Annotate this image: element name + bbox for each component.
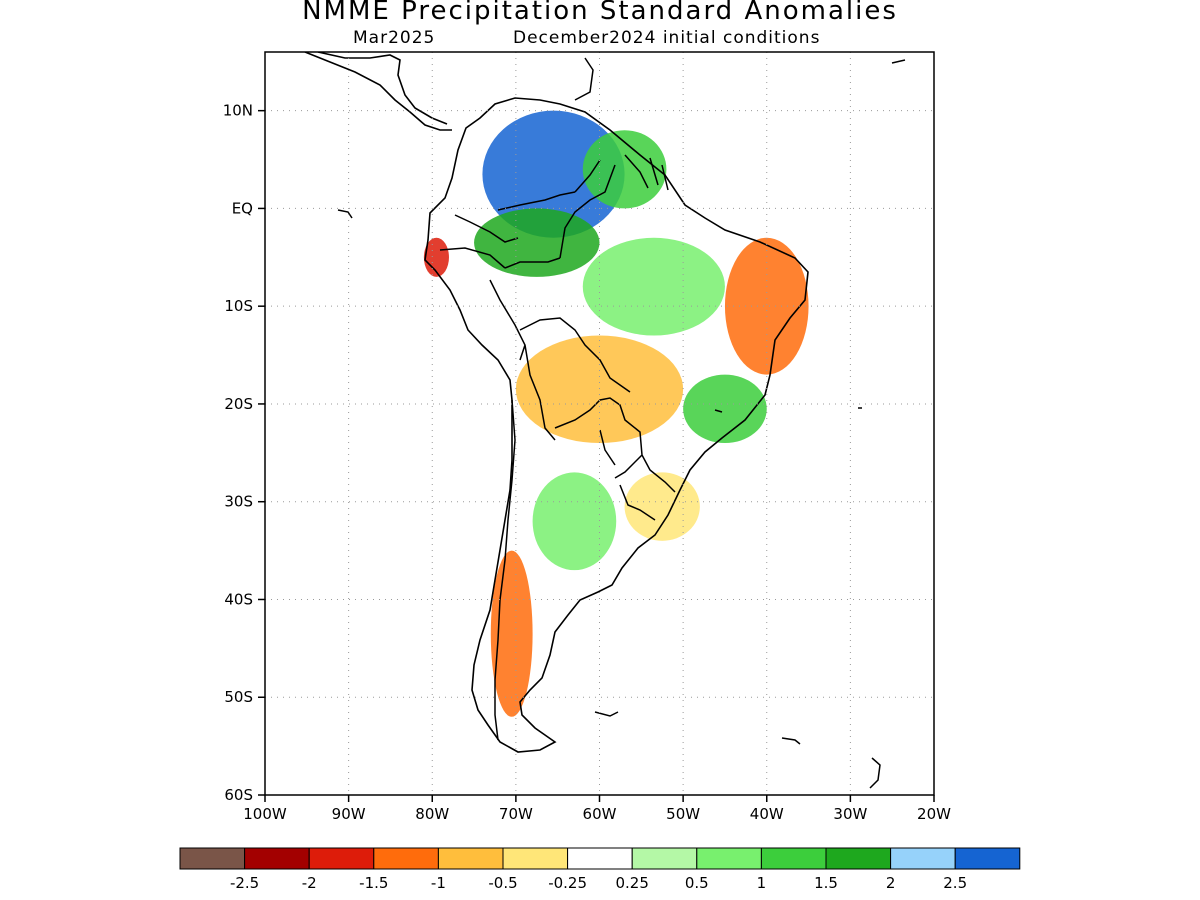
lon-tick-label: 20W (917, 805, 951, 823)
colorbar-swatch (373, 847, 439, 870)
lat-tick-label: EQ (232, 199, 253, 217)
anomaly-northern-peru-dry (423, 237, 449, 277)
anomaly-central-amazon-light-wet (582, 237, 725, 336)
lon-tick-label: 70W (499, 805, 533, 823)
colorbar-swatch (760, 847, 827, 870)
colorbar-swatch (567, 847, 633, 870)
colorbar-label: 2 (886, 874, 896, 892)
colorbar-swatch (179, 847, 246, 870)
lat-tick-label: 10N (223, 102, 253, 120)
lon-tick-label: 40W (750, 805, 784, 823)
colorbar-label: 1.5 (814, 874, 838, 892)
colorbar-label: -0.25 (548, 874, 587, 892)
anomaly-southeast-brazil-wet (683, 374, 767, 444)
colorbar-swatch (954, 847, 1021, 870)
lat-tick-label: 10S (224, 297, 253, 315)
lat-tick-label: 30S (224, 493, 253, 511)
south-america-coastline (424, 97, 809, 753)
lat-tick-label: 50S (224, 688, 253, 706)
coastline-layer (304, 52, 906, 789)
lon-tick-label: 100W (243, 805, 287, 823)
anomaly-guianas-wet (582, 130, 667, 209)
anomaly-central-west-brazil-dry (515, 335, 684, 444)
initial-conditions: December2024 initial conditions (513, 28, 821, 48)
anomaly-patagonia-andes-dry (490, 550, 533, 717)
colorbar-label: -2 (302, 874, 317, 892)
anomaly-southern-brazil-dry (624, 472, 700, 541)
colorbar-label: 1 (757, 874, 767, 892)
lon-tick-label: 60W (583, 805, 617, 823)
colorbar-label: -1.5 (359, 874, 388, 892)
lon-tick-label: 50W (666, 805, 700, 823)
anomaly-western-amazon-wet (474, 208, 600, 277)
colorbar-swatch (437, 847, 504, 870)
lon-tick-label: 90W (332, 805, 366, 823)
colorbar-label: -0.5 (488, 874, 517, 892)
colorbar-label: 2.5 (943, 874, 967, 892)
forecast-month: Mar2025 (353, 28, 436, 48)
lat-tick-label: 20S (224, 395, 253, 413)
colorbar-label: 0.25 (615, 874, 648, 892)
colorbar-swatch (244, 847, 310, 870)
lat-tick-label: 60S (224, 786, 253, 804)
lon-tick-label: 80W (415, 805, 449, 823)
colorbar-label: 0.5 (685, 874, 709, 892)
colorbar-label: -1 (431, 874, 446, 892)
colorbar-swatch (825, 847, 892, 870)
colorbar-swatch (308, 847, 375, 870)
colorbar-swatch (696, 847, 762, 870)
islands (337, 57, 906, 789)
colorbar-swatch (631, 847, 698, 870)
anomaly-central-argentina-wet (532, 472, 617, 571)
colorbar: -2.5 -2 -1.5 -1 -0.5 -0.25 0.25 0.5 1 1.5 2 2.5 (179, 847, 1021, 892)
anomaly-northeast-brazil-dry (724, 237, 809, 375)
country-borders (439, 154, 676, 741)
map-title: NMME Precipitation Standard Anomalies (302, 0, 898, 26)
lat-tick-label: 40S (224, 590, 253, 608)
colorbar-swatch (502, 847, 569, 870)
colorbar-swatch (890, 847, 956, 870)
lon-tick-label: 30W (833, 805, 867, 823)
colorbar-label: -2.5 (230, 874, 259, 892)
central-america-coastline (304, 52, 452, 131)
